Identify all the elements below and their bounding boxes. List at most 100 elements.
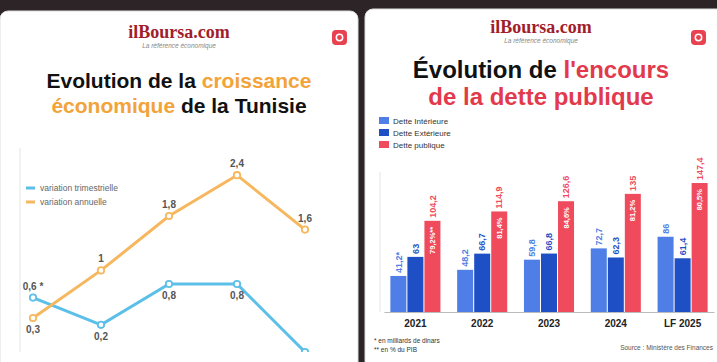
title-word: l'encours — [557, 56, 669, 83]
title-line: économique de la Tunisie — [51, 94, 306, 117]
pin-icon — [691, 30, 706, 45]
legend-item: variation annuelle — [26, 197, 107, 207]
title-word: Évolution — [413, 56, 522, 83]
data-label: 61,4 — [678, 238, 688, 256]
pib-label: 79,2%** — [428, 227, 437, 254]
bar — [424, 221, 440, 312]
title-word: la — [205, 94, 229, 117]
title-line: Evolution de la croissance — [47, 69, 312, 92]
x-axis-line — [385, 312, 715, 313]
bar — [675, 258, 691, 312]
data-label: 0,6 * — [23, 281, 44, 292]
data-label: 62,3 — [611, 237, 621, 255]
legend-item: variation trimestrielle — [26, 183, 118, 193]
bar — [608, 257, 624, 312]
series-marker — [166, 213, 172, 219]
data-label: 72,7 — [594, 228, 604, 246]
plot-area — [390, 183, 707, 312]
x-tick: 2022 — [471, 312, 494, 329]
data-label: 0,3 — [26, 324, 40, 335]
x-tick: LF 2025 — [664, 312, 702, 329]
legend: Dette Intérieure Dette Extérieure Dette pu… — [379, 117, 451, 150]
page: ilBoursa.comLa référence économique Evolu… — [0, 0, 717, 362]
data-labels: 41,2*48,259,872,7866366,766,862,361,4104… — [394, 157, 705, 272]
legend-label: Dette publique — [393, 141, 445, 150]
title-word: de — [522, 56, 557, 83]
bar — [625, 194, 641, 312]
data-label: 135 — [628, 176, 638, 191]
legend-swatch — [26, 201, 35, 204]
data-label: 66,8 — [544, 233, 554, 251]
y-axis-line — [20, 148, 21, 352]
title-word: de — [428, 83, 456, 110]
series-marker — [98, 322, 104, 328]
legend-label: Dette Extérieure — [393, 129, 451, 138]
bar — [541, 254, 557, 312]
pib-label: 81,2% — [628, 200, 637, 222]
footnote: ** en % du PIB — [374, 346, 417, 353]
title-word: de — [142, 69, 172, 92]
series-marker — [30, 315, 36, 321]
data-label: 59,8 — [527, 239, 537, 257]
title-word: Evolution — [47, 69, 143, 92]
series-marker — [30, 294, 36, 300]
data-label: 0,2 — [94, 331, 108, 342]
logo: ilBoursa.com — [490, 17, 592, 37]
x-tick: 2021 — [404, 312, 427, 329]
legend-item: Dette Extérieure — [379, 129, 451, 138]
pib-label: 80,5% — [695, 189, 704, 211]
data-label: 63 — [411, 244, 421, 254]
bar — [491, 211, 507, 312]
bar — [658, 237, 674, 312]
title-word: dette — [483, 83, 547, 110]
bar — [474, 254, 490, 312]
pib-label: 81,4% — [495, 217, 504, 239]
data-label: 2,4 — [230, 158, 244, 169]
title-word: Tunisie — [229, 94, 307, 117]
bar — [591, 248, 607, 312]
series-marker — [234, 281, 240, 287]
title-word: la — [173, 69, 197, 92]
legend-swatch — [379, 117, 389, 124]
title-word: de — [175, 94, 205, 117]
series-marker — [234, 172, 240, 178]
legend-item: Dette Intérieure — [379, 117, 449, 126]
data-label: 0,8 — [162, 290, 176, 301]
panel: ilBoursa.comLa référence économiqueEvolu… — [0, 11, 358, 362]
bar — [457, 270, 473, 312]
series-line — [33, 284, 305, 352]
x-tick-label: 2021 — [404, 318, 427, 329]
bar — [524, 260, 540, 312]
series-marker — [302, 349, 308, 352]
card — [365, 9, 717, 362]
title-word: la — [456, 83, 483, 110]
bar — [692, 183, 708, 312]
legend-item: Dette publique — [379, 141, 445, 150]
data-label: 48,2 — [460, 249, 470, 267]
data-label: 1,6 — [298, 213, 312, 224]
x-axis: 2021202220232024LF 2025 — [385, 312, 715, 329]
footnote: * en milliards de dinars — [374, 337, 441, 344]
tagline: La référence économique — [504, 37, 578, 45]
series-marker — [302, 226, 308, 232]
pin-icon-dot — [695, 34, 701, 40]
data-label: 1,8 — [162, 199, 176, 210]
legend-swatch — [26, 187, 35, 190]
data-label: 114,9 — [494, 186, 504, 208]
data-label: 104,2 — [428, 195, 438, 218]
data-label: 147,4 — [695, 157, 705, 180]
legend: variation trimestrielle variation annuell… — [26, 183, 118, 207]
data-label: 66,7 — [477, 233, 487, 251]
series-marker — [166, 281, 172, 287]
bar — [558, 201, 574, 312]
legend-label: Dette Intérieure — [393, 117, 449, 126]
title-word: croissance — [196, 69, 312, 92]
title-word: publique — [547, 83, 654, 110]
data-label: 1 — [98, 253, 104, 264]
plot-area — [30, 172, 308, 352]
data-label: 86 — [661, 224, 671, 234]
x-tick: 2023 — [538, 312, 561, 329]
series-line — [33, 175, 305, 318]
legend-swatch — [379, 141, 389, 148]
bar — [390, 276, 406, 312]
